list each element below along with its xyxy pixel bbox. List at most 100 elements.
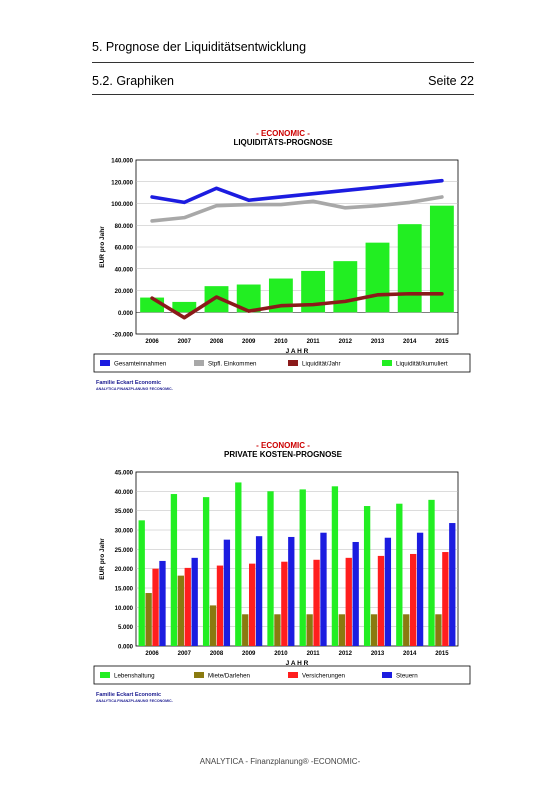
y-tick-label: 35.000 [115, 509, 134, 515]
bar-lebenshaltung [202, 497, 210, 646]
x-tick-label: 2009 [242, 339, 256, 345]
costs-chart-container: - ECONOMIC - PRIVATE KOSTEN-PROGNOSE 45.00… [92, 440, 474, 710]
bar-miete-darlehen [306, 614, 313, 646]
line-liquidit-t-jahr [150, 291, 444, 320]
legend-swatch [288, 360, 298, 366]
bar-lebenshaltung [428, 499, 435, 646]
chart-title: - ECONOMIC - [256, 441, 310, 450]
legend-label: Stpfl. Einkommen [208, 361, 257, 368]
header-divider [92, 62, 474, 63]
bar-steuern [449, 523, 456, 646]
y-tick-label: 60.000 [115, 246, 134, 252]
y-tick-label: 80.000 [115, 224, 134, 230]
y-tick-label: 10.000 [115, 606, 134, 612]
legend-label: Liquidität/kumuliert [396, 361, 448, 368]
bar-miete-darlehen [209, 605, 217, 646]
bar-lebenshaltung [267, 491, 274, 646]
x-tick-label: 2009 [242, 651, 256, 657]
y-axis-label: EUR pro Jahr [99, 538, 106, 580]
bar-lebenshaltung [396, 503, 403, 646]
x-tick-label: 2011 [307, 339, 321, 345]
legend-swatch [382, 360, 392, 366]
subsection-title: 5.2. Graphiken [92, 74, 174, 88]
bar-liquidit-t-kumuliert [365, 242, 390, 313]
legend-label: Gesamteinnahmen [114, 361, 167, 368]
bar-miete-darlehen [177, 575, 184, 646]
x-tick-label: 2006 [145, 651, 159, 657]
bar-liquidit-t-kumuliert [204, 286, 229, 313]
bar-steuern [191, 557, 198, 646]
legend-box [93, 665, 471, 685]
bar-versicherungen [216, 565, 224, 646]
chart-subtitle: LIQUIDITÄTS-PROGNOSE [233, 138, 333, 147]
bar-miete-darlehen [403, 614, 410, 646]
bar-versicherungen [313, 559, 320, 646]
x-tick-label: 2010 [274, 339, 288, 345]
y-tick-label: -20.000 [113, 333, 134, 339]
section-title: 5. Prognose der Liquiditätsentwicklung [92, 40, 307, 54]
page-number: Seite 22 [428, 74, 474, 88]
x-tick-label: 2008 [210, 339, 224, 345]
private-costs-chart: - ECONOMIC -PRIVATE KOSTEN-PROGNOSE 45.00… [93, 441, 471, 703]
bar-steuern [159, 560, 166, 646]
bar-liquidit-t-kumuliert [429, 205, 454, 313]
legend-label: Steuern [396, 673, 418, 680]
bar-steuern [255, 536, 263, 646]
legend-label: Liquidität/Jahr [302, 361, 341, 368]
x-tick-label: 2014 [403, 651, 417, 657]
y-tick-label: 45.000 [115, 471, 134, 477]
y-tick-label: 15.000 [115, 587, 134, 593]
y-tick-label: 120.000 [111, 180, 133, 186]
x-tick-label: 2007 [178, 339, 192, 345]
bar-versicherungen [345, 557, 352, 646]
line-stpfl-einkommen [150, 195, 444, 223]
x-tick-label: 2012 [339, 651, 353, 657]
x-axis-label: J A H R [286, 348, 309, 355]
bar-lebenshaltung [363, 506, 371, 646]
legend-label: Versicherungen [302, 673, 346, 680]
chart-credit: Familie Eckart Economic [96, 692, 161, 698]
y-tick-label: 40.000 [115, 490, 134, 496]
bar-miete-darlehen [435, 614, 442, 646]
bar-versicherungen [442, 552, 449, 646]
legend-swatch [100, 672, 110, 678]
x-tick-label: 2015 [435, 339, 449, 345]
y-axis-label: EUR pro Jahr [99, 226, 106, 268]
bar-miete-darlehen [145, 593, 152, 646]
legend-swatch [382, 672, 392, 678]
bar-steuern [288, 536, 295, 646]
legend-label: Lebenshaltung [114, 673, 155, 680]
y-tick-label: 25.000 [115, 548, 134, 554]
bar-liquidit-t-kumuliert [301, 270, 326, 313]
bar-lebenshaltung [331, 486, 339, 646]
legend-label: Miete/Darlehen [208, 673, 251, 680]
liquidity-chart-container: - ECONOMIC - LIQUIDITÄTS-PROGNOSE 140.000 1… [92, 128, 474, 398]
bar-liquidit-t-kumuliert [333, 261, 358, 313]
bar-versicherungen [281, 561, 288, 646]
bar-lebenshaltung [138, 520, 145, 646]
bar-liquidit-t-kumuliert [172, 301, 197, 313]
bar-steuern [416, 532, 424, 646]
legend-swatch [288, 672, 298, 678]
bar-miete-darlehen [274, 614, 281, 646]
page-footer: ANALYTICA - Finanzplanung® -ECONOMIC- [199, 757, 361, 766]
plot-area [135, 471, 459, 647]
chart-title: - ECONOMIC - [256, 129, 310, 138]
bar-liquidit-t-kumuliert [397, 224, 422, 313]
bar-lebenshaltung [170, 494, 178, 646]
x-tick-label: 2006 [145, 339, 159, 345]
x-tick-label: 2015 [435, 651, 449, 657]
x-tick-label: 2012 [339, 339, 353, 345]
bar-steuern [352, 541, 359, 646]
y-tick-label: 20.000 [115, 567, 134, 573]
bar-miete-darlehen [242, 614, 249, 646]
x-tick-label: 2013 [371, 339, 385, 345]
bar-steuern [223, 539, 231, 646]
bar-miete-darlehen [338, 614, 345, 646]
y-tick-label: 0.000 [118, 311, 134, 317]
y-tick-label: 30.000 [115, 529, 134, 535]
bar-steuern [320, 532, 327, 646]
bar-lebenshaltung [235, 482, 242, 646]
y-tick-label: 140.000 [111, 159, 133, 165]
y-tick-label: 100.000 [111, 202, 133, 208]
